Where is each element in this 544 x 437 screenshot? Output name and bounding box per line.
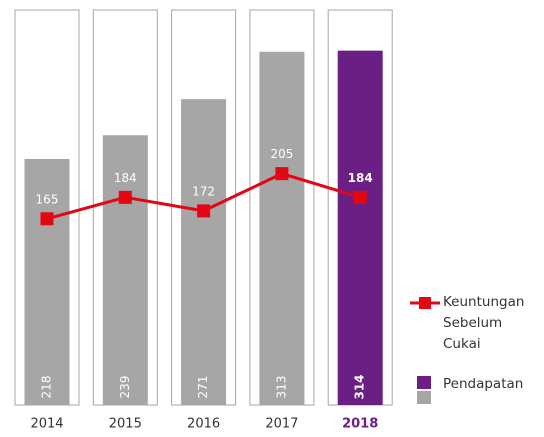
line-marker bbox=[275, 167, 289, 181]
bar-value-label: 313 bbox=[274, 376, 288, 399]
bar bbox=[337, 50, 383, 405]
line-value-label: 165 bbox=[36, 192, 59, 206]
line-value-label: 184 bbox=[114, 171, 137, 185]
line-marker bbox=[118, 190, 132, 204]
bar bbox=[259, 51, 305, 405]
x-tick-label: 2017 bbox=[265, 417, 298, 432]
legend-bar-swatch bbox=[417, 391, 431, 404]
x-tick-label: 2014 bbox=[30, 417, 63, 432]
bar-value-label: 271 bbox=[196, 376, 210, 399]
line-value-label: 205 bbox=[270, 147, 293, 161]
x-tick-label: 2015 bbox=[109, 417, 142, 432]
legend-bar-swatch bbox=[417, 376, 431, 389]
line-marker bbox=[197, 204, 211, 218]
legend-bar-label: Pendapatan bbox=[443, 376, 524, 392]
line-marker bbox=[353, 190, 367, 204]
bar bbox=[181, 99, 227, 406]
line-value-label: 172 bbox=[192, 184, 215, 198]
bar-value-label: 218 bbox=[40, 376, 54, 399]
bar bbox=[102, 135, 148, 405]
line-marker bbox=[40, 212, 54, 226]
legend-line-label: Keuntungan Sebelum Cukai bbox=[443, 294, 525, 352]
line-value-label: 184 bbox=[348, 171, 373, 185]
bar-value-label: 239 bbox=[118, 376, 132, 399]
x-tick-label: 2016 bbox=[187, 417, 220, 432]
legend-line-marker bbox=[419, 297, 431, 309]
bar-value-label: 314 bbox=[353, 374, 367, 399]
x-tick-label: 2018 bbox=[342, 417, 378, 432]
bar bbox=[24, 158, 70, 405]
